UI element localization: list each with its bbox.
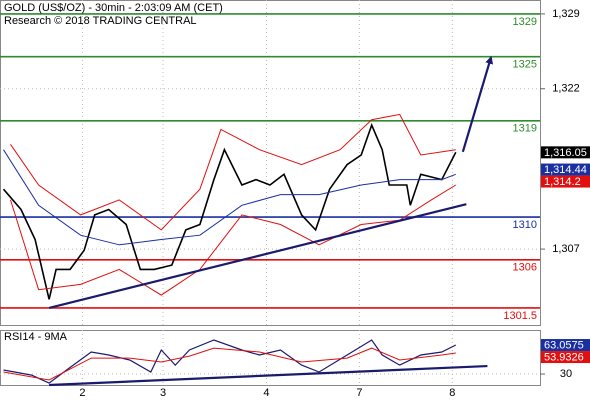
series-line bbox=[3, 149, 456, 246]
series-line bbox=[3, 347, 456, 381]
series-line bbox=[3, 339, 457, 384]
trendline bbox=[48, 203, 467, 309]
series-line bbox=[10, 184, 457, 296]
y-tick-label: 1,307 bbox=[552, 243, 580, 255]
price-tag-label: 1,314.2 bbox=[544, 176, 581, 188]
price-tag-label: 53.9326 bbox=[544, 351, 584, 363]
level-label: 1306 bbox=[513, 262, 537, 274]
series-line bbox=[2, 122, 457, 300]
chart-title: GOLD (US$/OZ) - 30min - 2:03:09 AM (CET) bbox=[4, 2, 223, 14]
x-tick-label: 8 bbox=[449, 387, 455, 399]
level-label: 1329 bbox=[513, 16, 537, 28]
price-tag bbox=[541, 175, 590, 188]
price-tag bbox=[541, 163, 590, 176]
price-tag-label: 63.0575 bbox=[544, 339, 584, 351]
rsi-panel bbox=[0, 330, 541, 386]
y-tick-label: 1,322 bbox=[552, 83, 580, 95]
level-label: 1319 bbox=[513, 123, 537, 135]
x-tick-label: 4 bbox=[263, 387, 269, 399]
price-tag bbox=[541, 351, 590, 364]
level-label: 1325 bbox=[513, 59, 537, 71]
rsi-title: RSI14 - 9MA bbox=[4, 331, 68, 343]
x-tick-label: 3 bbox=[160, 387, 166, 399]
level-label: 1310 bbox=[513, 219, 537, 231]
price-tag bbox=[541, 146, 590, 159]
x-tick-label: 2 bbox=[79, 387, 85, 399]
price-tag-label: 1,316.05 bbox=[544, 147, 587, 159]
price-panel bbox=[0, 0, 541, 326]
series-line bbox=[10, 113, 456, 231]
y-tick-label: 1,329 bbox=[552, 8, 580, 20]
y-tick-label: 30 bbox=[560, 368, 572, 380]
price-tag-label: 1,314.44 bbox=[544, 164, 587, 176]
trendline bbox=[461, 55, 494, 153]
price-tag bbox=[541, 339, 590, 352]
level-label: 1301.5 bbox=[503, 310, 537, 322]
trendline bbox=[49, 364, 488, 387]
x-tick-label: 7 bbox=[356, 387, 362, 399]
chart-subtitle: Research © 2018 TRADING CENTRAL bbox=[4, 15, 197, 27]
